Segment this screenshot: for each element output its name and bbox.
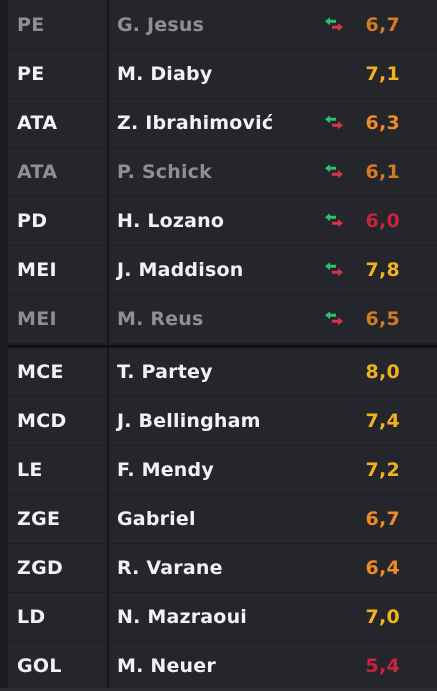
player-row-substitutes-5[interactable]: MEI J. Maddison 7,8 [8,246,437,294]
player-position: MEI [17,308,57,330]
player-name: Z. Ibrahimović [117,112,273,134]
position-cell: ZGE [8,495,109,543]
player-rating: 6,0 [365,210,400,232]
player-position: LD [17,606,45,628]
position-cell: MEI [8,295,109,343]
player-rating: 5,4 [365,655,400,677]
player-row-substitutes-3[interactable]: ATA P. Schick 6,1 [8,148,437,196]
player-position: MCE [17,361,64,383]
player-rating: 6,7 [365,14,400,36]
player-rating: 6,1 [365,161,400,183]
position-cell: PE [8,50,109,98]
substitution-arrows-icon [325,262,343,276]
substitutes-list: PE G. Jesus 6,7 PE M. Diaby 7,1 ATA Z. I… [8,0,437,344]
substitution-arrows-icon [325,115,343,129]
position-cell: MCD [8,397,109,445]
player-name: G. Jesus [117,14,204,36]
player-name: Gabriel [117,508,196,530]
player-rating: 7,1 [365,63,400,85]
player-rating: 6,7 [365,508,400,530]
player-name: R. Varane [117,557,223,579]
player-name: N. Mazraoui [117,606,247,628]
player-row-substitutes-0[interactable]: PE G. Jesus 6,7 [8,0,437,49]
position-cell: LD [8,593,109,641]
starters-list: MCE T. Partey 8,0 MCD J. Bellingham 7,4 … [8,348,437,691]
position-cell: PE [8,0,109,49]
player-name: J. Bellingham [117,410,261,432]
player-name: P. Schick [117,161,212,183]
player-rating: 6,3 [365,112,400,134]
player-row-starters-5[interactable]: LD N. Mazraoui 7,0 [8,593,437,641]
player-position: ATA [17,161,57,183]
player-rating: 7,0 [365,606,400,628]
player-rating: 6,5 [365,308,400,330]
player-position: ATA [17,112,57,134]
position-cell: PD [8,197,109,245]
player-position: PE [17,14,45,36]
player-rating: 7,4 [365,410,400,432]
player-row-substitutes-4[interactable]: PD H. Lozano 6,0 [8,197,437,245]
player-name: F. Mendy [117,459,214,481]
player-position: ZGE [17,508,60,530]
player-position: ZGD [17,557,63,579]
position-cell: ATA [8,99,109,147]
player-name: M. Neuer [117,655,216,677]
position-cell: LE [8,446,109,494]
player-row-substitutes-1[interactable]: PE M. Diaby 7,1 [8,50,437,98]
player-row-starters-6[interactable]: GOL M. Neuer 5,4 [8,642,437,690]
player-name: T. Partey [117,361,213,383]
substitution-arrows-icon [325,213,343,227]
player-position: PE [17,63,45,85]
player-row-substitutes-2[interactable]: ATA Z. Ibrahimović 6,3 [8,99,437,147]
player-position: LE [17,459,43,481]
substitution-arrows-icon [325,164,343,178]
player-name: H. Lozano [117,210,224,232]
player-position: MEI [17,259,57,281]
position-cell: MEI [8,246,109,294]
player-name: J. Maddison [117,259,243,281]
player-row-starters-4[interactable]: ZGD R. Varane 6,4 [8,544,437,592]
player-rating: 7,8 [365,259,400,281]
player-rating: 6,4 [365,557,400,579]
player-position: GOL [17,655,62,677]
player-name: M. Reus [117,308,204,330]
player-row-starters-0[interactable]: MCE T. Partey 8,0 [8,348,437,396]
player-rating: 8,0 [365,361,400,383]
player-position: PD [17,210,47,232]
position-cell: MCE [8,348,109,396]
player-position: MCD [17,410,67,432]
player-row-starters-2[interactable]: LE F. Mendy 7,2 [8,446,437,494]
player-rating: 7,2 [365,459,400,481]
player-name: M. Diaby [117,63,212,85]
position-cell: ATA [8,148,109,196]
player-row-starters-1[interactable]: MCD J. Bellingham 7,4 [8,397,437,445]
substitution-arrows-icon [325,17,343,31]
position-cell: GOL [8,642,109,690]
player-row-substitutes-6[interactable]: MEI M. Reus 6,5 [8,295,437,343]
substitution-arrows-icon [325,311,343,325]
position-cell: ZGD [8,544,109,592]
player-row-starters-3[interactable]: ZGE Gabriel 6,7 [8,495,437,543]
